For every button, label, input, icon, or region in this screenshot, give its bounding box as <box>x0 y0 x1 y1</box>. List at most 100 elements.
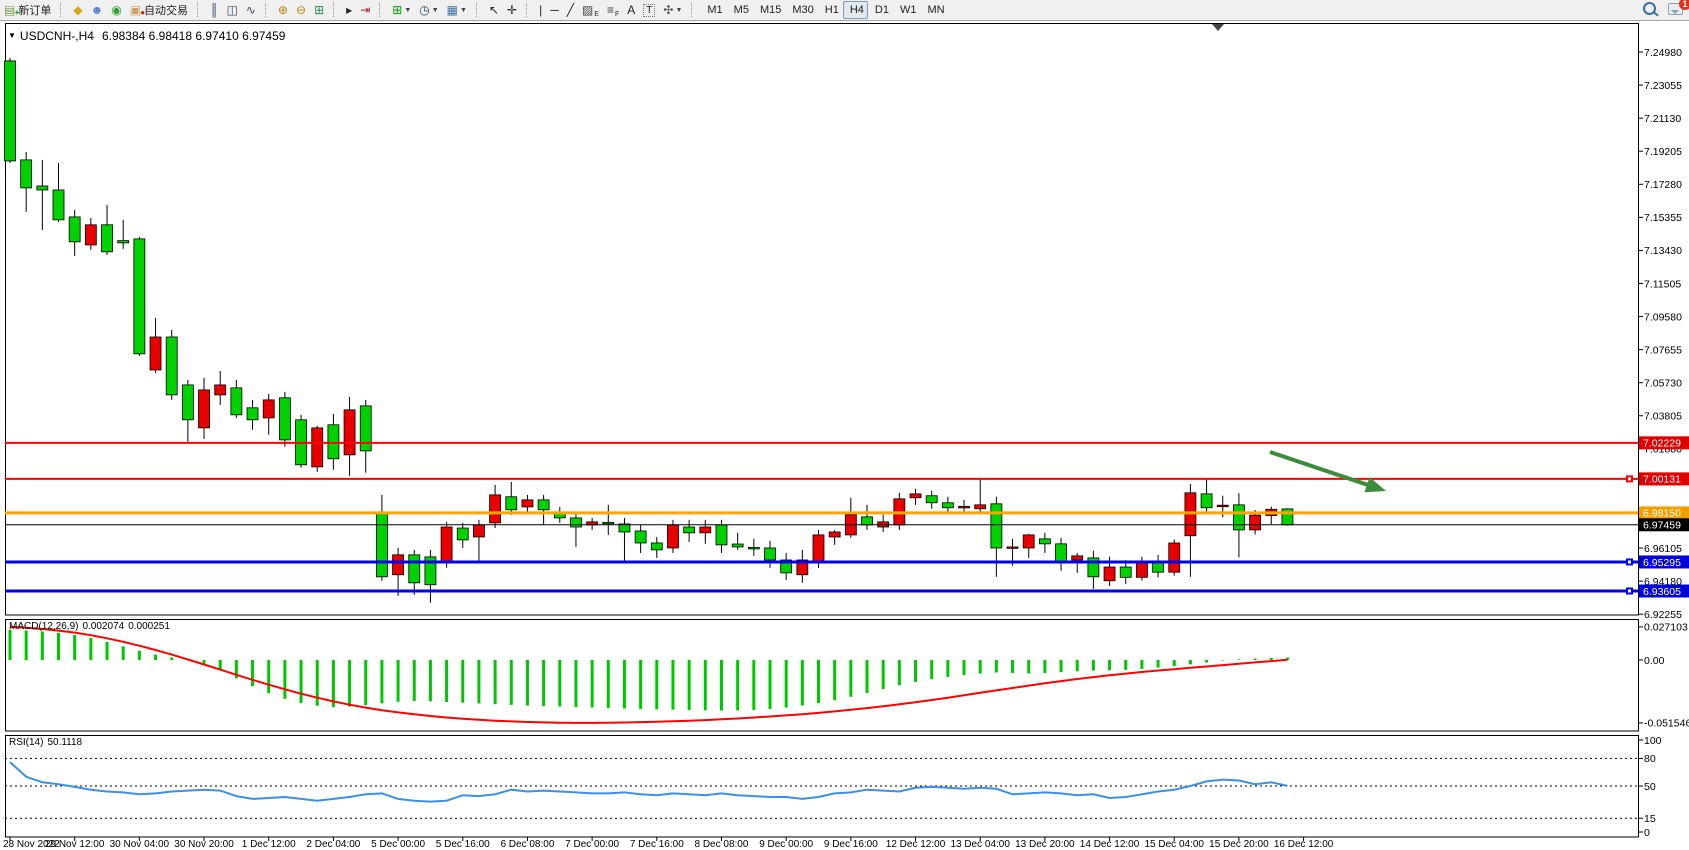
candle-body <box>246 407 259 421</box>
text-label-button[interactable]: T <box>639 1 659 19</box>
timeframe-w1[interactable]: W1 <box>893 1 921 19</box>
line-chart-button[interactable]: ∿ <box>242 1 260 19</box>
chart-shift-button[interactable]: ⇥ <box>356 1 374 19</box>
timeframe-mn[interactable]: MN <box>920 1 948 19</box>
market-button[interactable]: ◆ <box>69 1 86 19</box>
candle-body <box>198 389 210 429</box>
time-tick-label: 28 Nov 2022 <box>3 839 60 850</box>
candle-body <box>230 387 243 416</box>
rsi-indicator-label: RSI(14) 50.1118 <box>9 737 86 748</box>
trendline-button[interactable]: ╱ <box>563 1 578 19</box>
arrows-button[interactable]: ✣ ▼ <box>659 1 686 19</box>
templates-button[interactable]: ▦ ▼ <box>443 1 471 19</box>
new-order-button[interactable]: ▤ + 新订单 <box>0 1 55 19</box>
autotrading-button-label: 自动交易 <box>144 5 189 17</box>
trendline-icon: ╱ <box>566 3 574 17</box>
candle-body <box>149 336 162 371</box>
chart-title-collapse-icon[interactable]: ▼ <box>8 31 16 40</box>
timeframe-h4[interactable]: H4 <box>842 1 868 19</box>
timeframe-m30[interactable]: M30 <box>785 1 817 19</box>
equidistant-channel-icon: ▨ <box>581 3 594 17</box>
fibonacci-button[interactable]: ≡ F <box>603 1 623 19</box>
timeframe-h1-label: H1 <box>824 4 839 16</box>
periods-icon: ◷ <box>419 3 430 17</box>
chevron-down-icon[interactable]: ▼ <box>404 6 412 14</box>
candle-body <box>4 60 16 162</box>
candle-body <box>941 502 954 509</box>
macd-indicator-label: MACD(12,26,9) 0.002074 0.000251 <box>9 621 174 632</box>
candle-body <box>602 521 615 525</box>
indicators-button[interactable]: ⊞ ▼ <box>388 1 415 19</box>
zoom-out-button[interactable]: ⊖ <box>292 1 310 19</box>
horizontal-lines-layer <box>5 441 1638 595</box>
candle-body <box>165 336 178 396</box>
periods-button[interactable]: ◷ ▼ <box>415 1 442 19</box>
chevron-down-icon[interactable]: ▼ <box>460 6 467 14</box>
candle-body <box>570 517 582 528</box>
candle-body <box>359 405 372 452</box>
candle-body <box>618 523 631 533</box>
text-label-icon: T <box>643 3 656 17</box>
time-tick-label: 12 Dec 12:00 <box>886 839 946 850</box>
cursor-button[interactable]: ↖ <box>485 1 503 19</box>
candle-body <box>311 427 324 468</box>
equidistant-channel-button[interactable]: ▨ E <box>578 1 603 19</box>
timeframe-m15[interactable]: M15 <box>753 1 785 19</box>
chart-shift-marker-icon[interactable] <box>1212 24 1224 31</box>
horizontal-line-icon: ─ <box>550 3 559 17</box>
macd-signal-value: 0.000251 <box>128 621 170 632</box>
candle-body <box>68 216 81 243</box>
autotrading-button[interactable]: ▣ ● 自动交易 <box>126 1 192 19</box>
candle-body <box>408 554 421 584</box>
hline-marker-center <box>1628 477 1631 481</box>
candle-body <box>1022 534 1035 549</box>
signals-button[interactable]: ◉ <box>107 1 125 19</box>
time-tick-label: 15 Dec 04:00 <box>1144 839 1204 850</box>
candle-body <box>780 559 793 574</box>
candlestick-chart-button[interactable]: ◫ <box>223 1 242 19</box>
vertical-line-button[interactable]: | <box>535 1 546 19</box>
time-tick-label: 9 Dec 16:00 <box>824 839 878 850</box>
chat-button[interactable]: 1 <box>1668 0 1689 18</box>
macd-main-value: 0.002074 <box>82 621 125 632</box>
toolbar-separator <box>526 3 532 17</box>
candle-body <box>1006 546 1019 549</box>
rsi-line <box>9 761 1288 803</box>
price-badge <box>1639 518 1689 532</box>
candle-body <box>828 531 841 538</box>
price-axis[interactable]: 7.24980 7.23055 7.21130 7.19205 7.17280 7.153… <box>1638 47 1689 621</box>
trend-arrow[interactable] <box>1269 450 1386 493</box>
candle-body <box>990 503 1003 549</box>
chevron-down-icon[interactable]: ▼ <box>675 6 683 14</box>
text-button[interactable]: A <box>623 1 639 19</box>
timeframe-m5[interactable]: M5 <box>727 1 753 19</box>
time-tick-label: 29 Nov 12:00 <box>45 839 105 850</box>
price-tick-label: 7.19205 <box>1644 146 1682 158</box>
toolbar-right-icons: 1 <box>1643 0 1689 18</box>
new-order-button-label: 新订单 <box>18 5 52 17</box>
candle-body <box>1071 555 1084 561</box>
price-tick-label: 7.24980 <box>1644 47 1682 59</box>
chevron-down-icon[interactable]: ▼ <box>431 6 439 14</box>
timeframe-m1[interactable]: M1 <box>700 1 726 19</box>
search-button[interactable] <box>1643 2 1656 18</box>
macd-axis-label: 0.027103 <box>1644 622 1688 634</box>
zoom-in-button[interactable]: ⊕ <box>274 1 292 19</box>
tile-windows-button[interactable]: ⊞ <box>310 1 328 19</box>
rsi-axis-label: 100 <box>1644 735 1662 747</box>
arrows-icon: ✣ <box>663 3 674 17</box>
bar-chart-button[interactable]: ║ <box>206 1 223 19</box>
timeframe-h1[interactable]: H1 <box>818 1 843 19</box>
crosshair-button[interactable]: ✛ <box>503 1 521 19</box>
trend-arrow-head-icon <box>1364 477 1386 493</box>
candle-body <box>667 524 679 549</box>
profile-icon: ☻ <box>90 3 104 17</box>
horizontal-line-button[interactable]: ─ <box>546 1 563 19</box>
tile-windows-icon: ⊞ <box>314 3 325 17</box>
auto-scroll-button[interactable]: ▸ <box>342 1 356 19</box>
profile-button[interactable]: ☻ <box>87 1 108 19</box>
timeframe-d1[interactable]: D1 <box>868 1 893 19</box>
new-order-icon: ▤ + <box>4 3 19 17</box>
